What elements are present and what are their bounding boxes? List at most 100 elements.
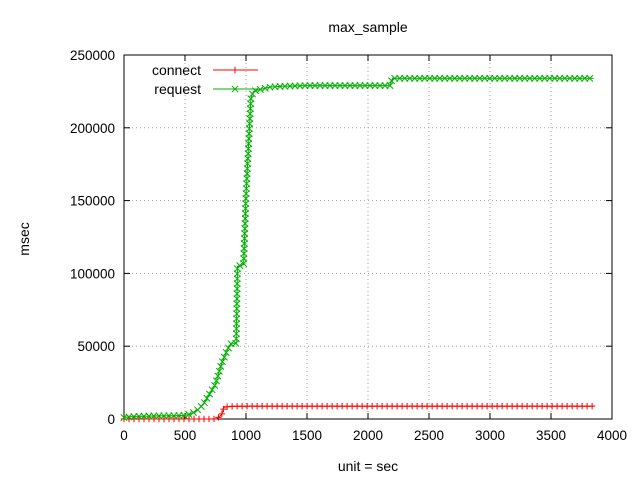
data-point — [386, 81, 394, 90]
data-point — [261, 84, 269, 92]
data-point — [215, 414, 222, 421]
data-point — [208, 386, 216, 394]
y-axis-label: msec — [16, 222, 32, 255]
x-tick-label: 1500 — [292, 428, 322, 443]
data-point — [185, 410, 193, 419]
series-connect — [120, 402, 596, 423]
x-tick-label: 0 — [120, 428, 128, 443]
data-point — [366, 82, 374, 90]
data-point — [421, 74, 429, 82]
data-point — [431, 74, 439, 82]
x-tick-label: 3000 — [475, 428, 505, 443]
data-point — [311, 82, 319, 90]
legend-label-connect: connect — [152, 62, 201, 78]
data-point — [411, 74, 419, 82]
data-point — [541, 74, 549, 82]
series-line-request — [123, 77, 594, 418]
series-layer — [120, 74, 596, 423]
data-point — [426, 74, 434, 82]
data-point — [391, 74, 399, 82]
legend-marker-connect — [231, 66, 239, 74]
data-point — [511, 74, 519, 82]
data-point — [551, 74, 559, 82]
data-point — [326, 82, 334, 90]
tick-layer: 0 500 1000 1500 2000 2500 3000 3500 4000 0 50000 10… — [70, 48, 627, 443]
data-point — [316, 82, 324, 90]
data-point — [416, 74, 424, 82]
x-tick-label: 1000 — [231, 428, 261, 443]
data-point — [396, 74, 404, 82]
data-point — [406, 74, 414, 82]
data-point — [561, 74, 569, 82]
data-point — [233, 265, 241, 273]
legend-label-request: request — [154, 81, 201, 97]
data-point — [491, 74, 499, 82]
series-request — [120, 74, 594, 422]
data-point — [531, 74, 539, 82]
data-point — [376, 82, 384, 90]
y-tick-label: 200000 — [70, 121, 115, 136]
data-point — [306, 82, 314, 90]
data-point — [401, 74, 409, 82]
data-point — [486, 74, 494, 82]
data-point — [336, 82, 344, 90]
data-point — [501, 74, 509, 82]
data-point — [556, 74, 564, 82]
data-point — [214, 372, 222, 380]
data-point — [356, 82, 364, 90]
data-point — [461, 74, 469, 82]
data-point — [236, 262, 244, 270]
data-point — [217, 362, 225, 371]
data-point — [526, 74, 534, 82]
data-point — [521, 74, 529, 82]
data-point — [211, 381, 219, 390]
x-tick-label: 4000 — [597, 428, 627, 443]
x-tick-label: 3500 — [536, 428, 566, 443]
y-tick-label: 0 — [107, 412, 115, 427]
y-tick-label: 100000 — [70, 266, 115, 281]
data-point — [476, 74, 484, 82]
data-point — [203, 394, 211, 402]
y-tick-label: 50000 — [77, 339, 115, 354]
data-point — [341, 82, 349, 90]
data-point — [546, 74, 554, 82]
data-point — [215, 367, 223, 375]
data-point — [351, 82, 359, 90]
y-tick-label: 150000 — [70, 194, 115, 209]
chart-title: max_sample — [328, 19, 408, 35]
y-tick-label: 250000 — [70, 48, 115, 63]
data-point — [200, 399, 208, 407]
data-point — [456, 74, 464, 82]
data-point — [218, 358, 226, 366]
data-point — [496, 74, 504, 82]
x-tick-label: 2500 — [414, 428, 444, 443]
x-tick-label: 500 — [174, 428, 197, 443]
plot-frame — [123, 54, 613, 420]
data-point — [222, 348, 230, 357]
x-tick-label: 2000 — [353, 428, 383, 443]
data-point — [516, 74, 524, 82]
data-point — [576, 74, 584, 82]
data-point — [466, 74, 474, 82]
data-point — [247, 95, 255, 103]
grid-layer — [124, 55, 612, 419]
data-point — [446, 74, 454, 82]
data-point — [588, 402, 596, 410]
data-point — [210, 415, 218, 423]
data-point — [321, 82, 329, 90]
data-point — [436, 74, 444, 82]
data-point — [346, 82, 354, 90]
data-point — [451, 74, 459, 82]
data-point — [471, 74, 479, 82]
data-point — [220, 353, 228, 361]
data-point — [586, 74, 594, 82]
data-point — [220, 405, 227, 413]
data-point — [371, 82, 379, 90]
data-point — [361, 82, 369, 90]
data-point — [205, 390, 214, 398]
legend-marker-request — [231, 85, 239, 93]
data-point — [224, 344, 232, 352]
data-point — [566, 74, 574, 82]
